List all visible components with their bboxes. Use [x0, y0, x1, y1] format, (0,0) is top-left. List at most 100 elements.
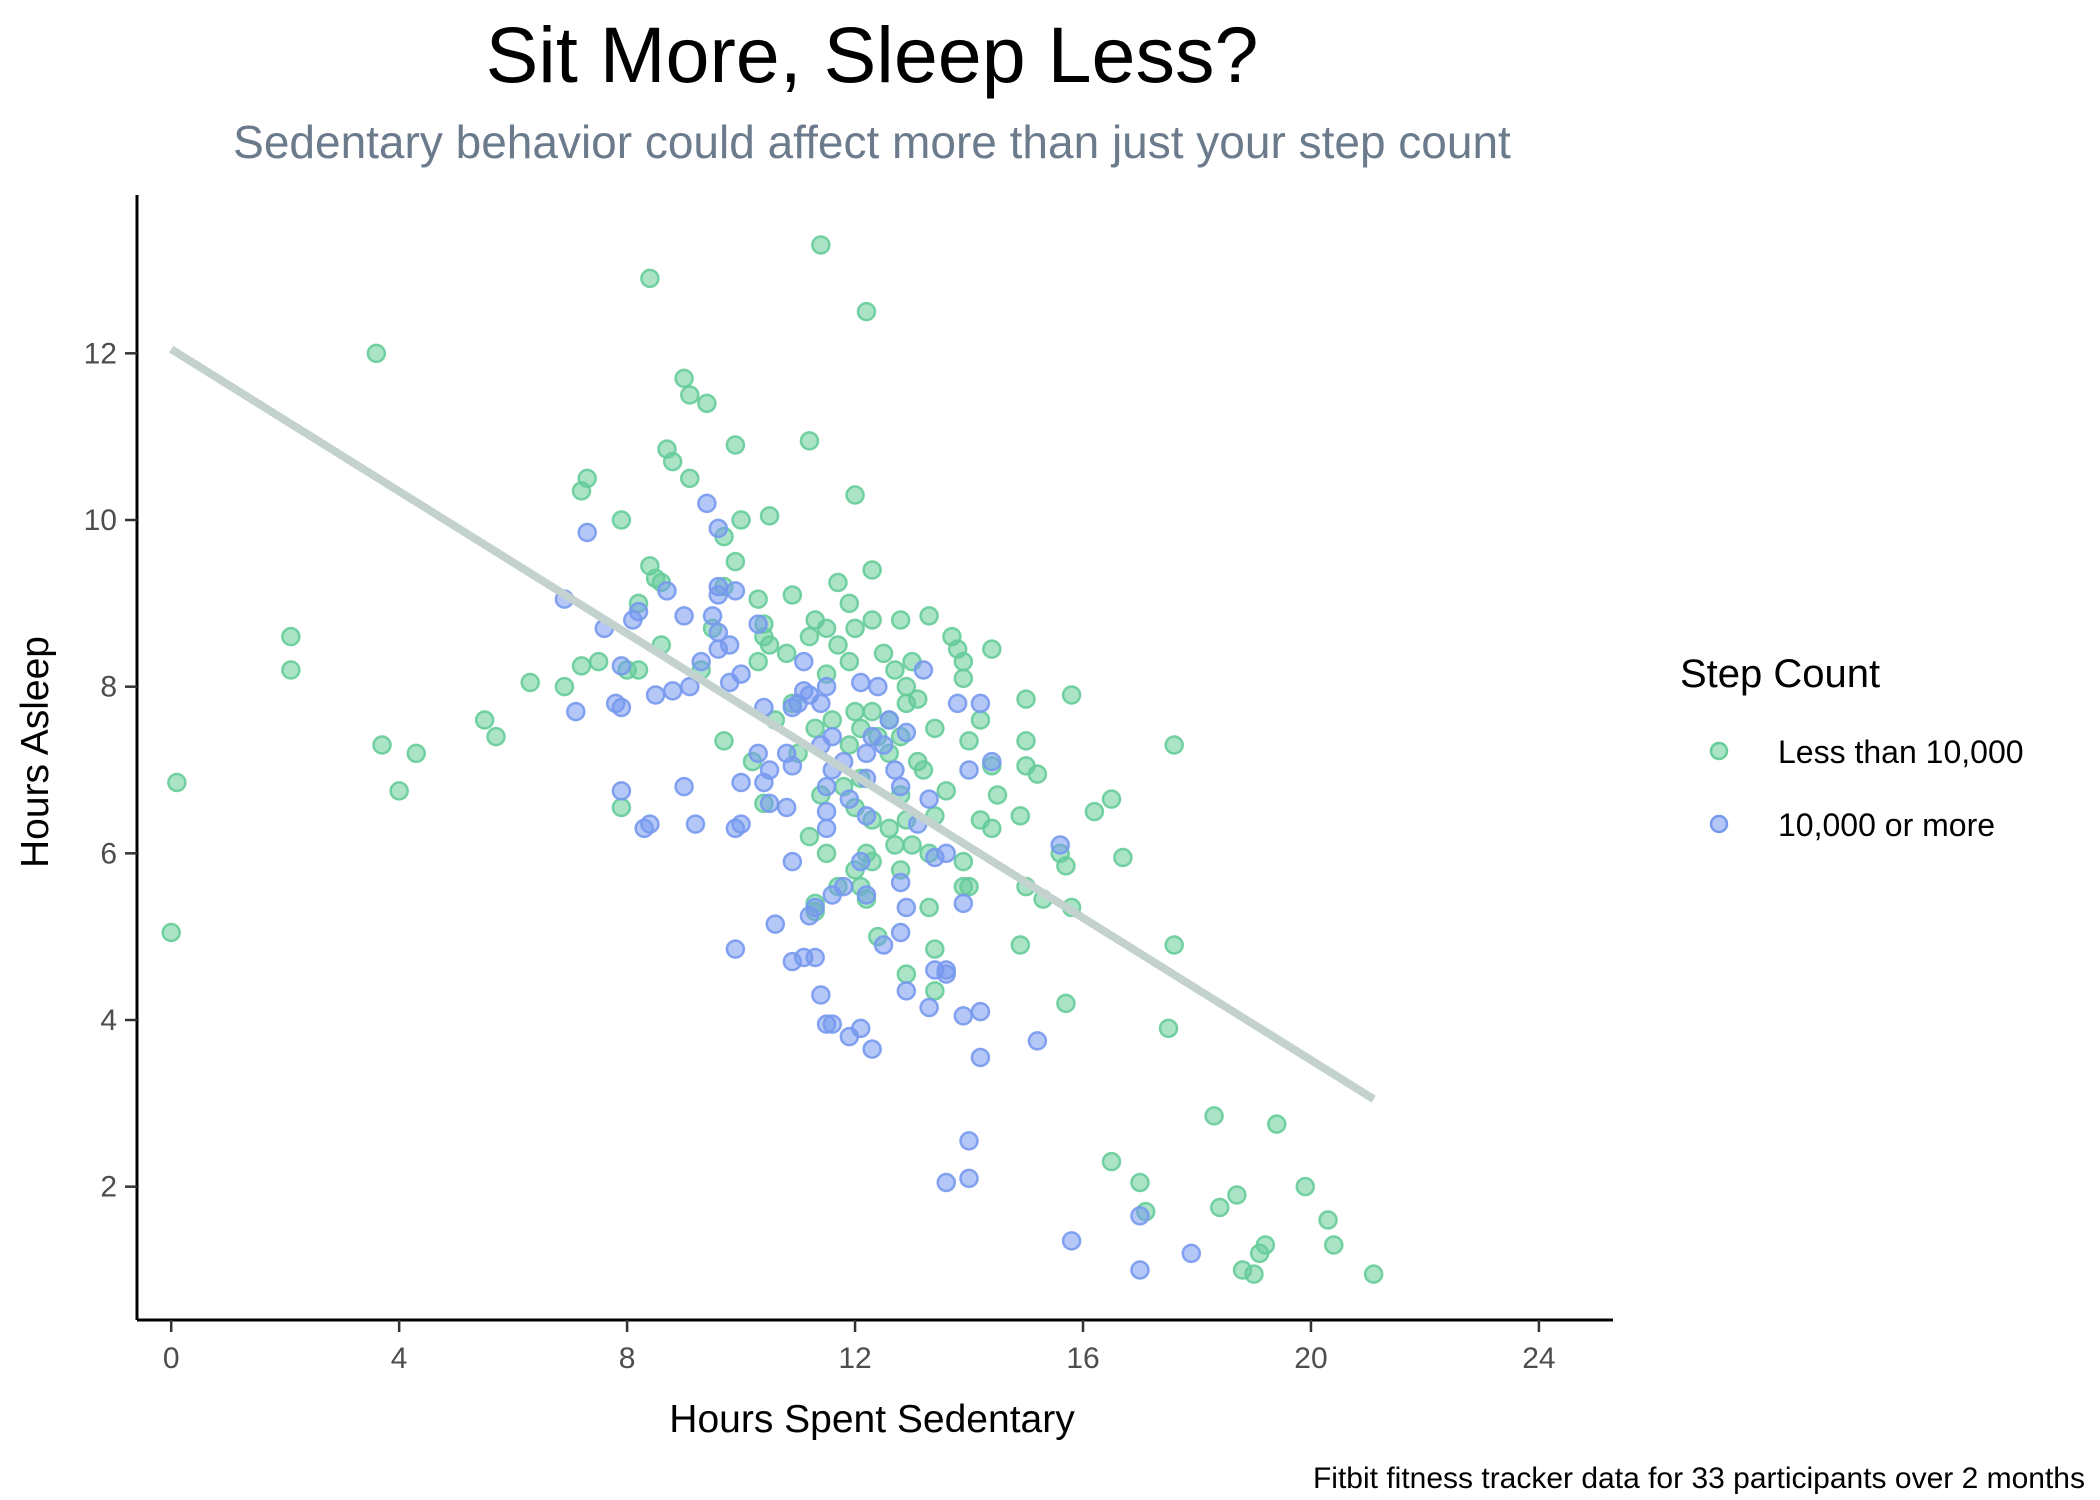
data-point-less-than-10000	[782, 585, 803, 605]
data-point-less-than-10000	[161, 922, 181, 943]
data-point-10000-or-more	[890, 872, 911, 893]
data-point-10000-or-more	[936, 964, 956, 984]
x-tick-label: 16	[1066, 1342, 1099, 1375]
data-point-less-than-10000	[474, 710, 495, 730]
data-point-less-than-10000	[1113, 847, 1133, 868]
data-point-less-than-10000	[1056, 993, 1076, 1014]
data-point-less-than-10000	[879, 818, 899, 839]
data-point-10000-or-more	[862, 1039, 882, 1059]
data-point-10000-or-more	[725, 581, 746, 601]
data-point-less-than-10000	[611, 797, 632, 818]
data-point-less-than-10000	[1016, 689, 1036, 709]
data-point-less-than-10000	[1010, 806, 1031, 826]
y-axis-title: Hours Asleep	[14, 636, 57, 868]
data-point-10000-or-more	[890, 776, 911, 797]
data-point-less-than-10000	[611, 510, 632, 530]
data-point-10000-or-more	[799, 906, 820, 926]
data-point-10000-or-more	[708, 585, 729, 605]
y-tick-label: 4	[100, 1004, 117, 1037]
data-point-less-than-10000	[372, 735, 392, 755]
data-point-10000-or-more	[611, 656, 632, 676]
data-point-less-than-10000	[862, 610, 882, 630]
data-point-less-than-10000	[885, 835, 905, 855]
data-point-10000-or-more	[851, 851, 871, 872]
y-tick-label: 10	[84, 504, 117, 537]
data-point-less-than-10000	[748, 651, 768, 672]
data-point-less-than-10000	[748, 589, 768, 609]
data-point-less-than-10000	[731, 510, 751, 530]
data-point-10000-or-more	[959, 1168, 979, 1189]
plot-area	[161, 235, 1384, 1284]
data-point-10000-or-more	[748, 614, 768, 634]
data-point-less-than-10000	[845, 618, 865, 639]
data-point-less-than-10000	[890, 610, 911, 630]
data-point-10000-or-more	[851, 672, 871, 693]
data-point-less-than-10000	[1324, 1235, 1344, 1255]
data-point-10000-or-more	[759, 793, 780, 814]
data-point-less-than-10000	[571, 656, 592, 676]
data-point-10000-or-more	[851, 1018, 871, 1039]
data-point-10000-or-more	[662, 681, 683, 701]
data-point-less-than-10000	[1056, 856, 1076, 876]
data-point-less-than-10000	[856, 301, 877, 322]
data-point-10000-or-more	[754, 772, 774, 793]
x-tick-label: 24	[1522, 1342, 1555, 1375]
y-axis-ticks: 2 4 6 8 10 12	[84, 337, 137, 1204]
data-point-10000-or-more	[708, 518, 729, 539]
data-point-10000-or-more	[805, 947, 825, 968]
legend: Step Count Less than 10,000 10,000 or mo…	[1680, 652, 2024, 843]
trend-line	[169, 345, 1376, 1103]
data-point-less-than-10000	[680, 385, 700, 405]
y-tick-label: 6	[100, 837, 117, 870]
data-point-10000-or-more	[953, 1006, 974, 1026]
data-point-10000-or-more	[782, 851, 803, 872]
data-point-less-than-10000	[816, 618, 837, 639]
data-point-10000-or-more	[731, 772, 751, 793]
data-point-less-than-10000	[862, 560, 882, 580]
data-point-10000-or-more	[816, 818, 837, 839]
data-point-less-than-10000	[862, 701, 882, 722]
data-point-less-than-10000	[828, 572, 848, 593]
data-point-less-than-10000	[811, 235, 831, 255]
legend-label-less-than-10000: Less than 10,000	[1778, 734, 2024, 770]
data-point-10000-or-more	[674, 776, 694, 797]
data-point-less-than-10000	[982, 639, 1002, 659]
data-point-less-than-10000	[588, 651, 609, 672]
data-point-10000-or-more	[839, 789, 860, 809]
data-point-10000-or-more	[657, 581, 677, 601]
data-point-10000-or-more	[936, 843, 956, 864]
data-point-less-than-10000	[1158, 1018, 1179, 1039]
data-point-10000-or-more	[885, 760, 905, 780]
data-point-10000-or-more	[959, 760, 979, 780]
data-point-less-than-10000	[925, 981, 945, 1001]
data-point-10000-or-more	[822, 885, 843, 905]
data-point-10000-or-more	[697, 493, 717, 514]
legend-key-10000-or-more	[1709, 814, 1729, 834]
chart-subtitle: Sedentary behavior could affect more tha…	[233, 116, 1511, 168]
data-point-10000-or-more	[856, 743, 877, 764]
data-point-less-than-10000	[839, 651, 860, 672]
data-point-less-than-10000	[822, 710, 843, 730]
data-point-less-than-10000	[902, 835, 922, 855]
data-point-less-than-10000	[759, 635, 780, 655]
data-point-less-than-10000	[953, 851, 974, 872]
data-point-10000-or-more	[1061, 1231, 1082, 1251]
data-point-10000-or-more	[970, 1001, 991, 1022]
data-point-10000-or-more	[1027, 1031, 1048, 1051]
data-point-10000-or-more	[702, 606, 723, 626]
data-point-less-than-10000	[1244, 1264, 1264, 1284]
data-point-less-than-10000	[1130, 1172, 1150, 1193]
data-point-10000-or-more	[822, 1014, 843, 1034]
data-point-less-than-10000	[725, 551, 746, 572]
data-point-10000-or-more	[719, 672, 740, 693]
data-point-10000-or-more	[776, 797, 797, 818]
data-point-less-than-10000	[759, 506, 780, 526]
data-point-10000-or-more	[640, 814, 660, 834]
data-point-less-than-10000	[1318, 1210, 1338, 1230]
data-point-less-than-10000	[839, 593, 860, 614]
x-tick-label: 12	[838, 1342, 871, 1375]
data-point-less-than-10000	[799, 431, 820, 451]
x-tick-label: 4	[391, 1342, 408, 1375]
chart-caption: Fitbit fitness tracker data for 33 parti…	[1313, 1462, 2085, 1495]
